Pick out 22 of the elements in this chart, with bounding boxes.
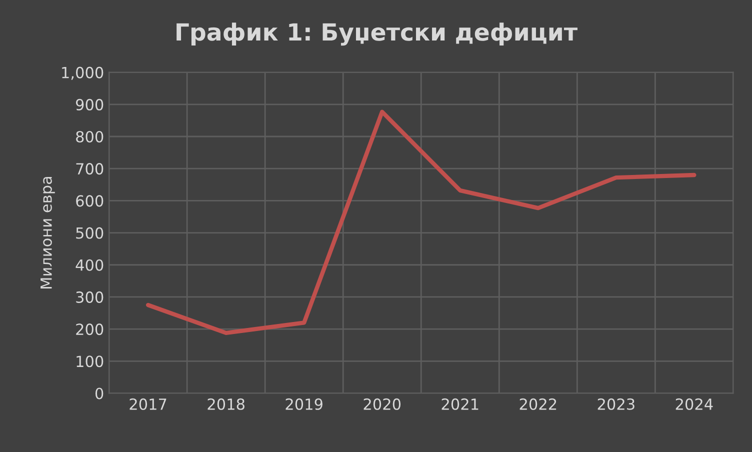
y-tick-label: 900 <box>76 98 104 110</box>
y-tick-label: 300 <box>76 291 104 303</box>
y-tick-label: 400 <box>76 259 104 271</box>
y-tick-label: 1,000 <box>62 66 104 80</box>
x-tick-label: 2022 <box>520 398 556 410</box>
x-tick-label: 2018 <box>208 398 244 410</box>
y-tick-label: 100 <box>76 356 104 368</box>
x-tick-label: 2020 <box>364 398 401 410</box>
y-axis-title: Милиони евра <box>40 176 55 288</box>
x-tick-label: 2017 <box>130 398 166 410</box>
y-tick-label: 500 <box>76 227 104 239</box>
x-tick-label: 2024 <box>676 398 713 410</box>
x-tick-label: 2023 <box>598 398 634 410</box>
y-tick-label: 0 <box>95 388 104 400</box>
line-series <box>146 110 696 335</box>
y-tick-label: 800 <box>76 130 104 143</box>
y-tick-label: 600 <box>76 195 104 207</box>
chart-title: График 1: Буџетски дефицит <box>176 22 578 46</box>
y-tick-label: 200 <box>76 324 104 336</box>
y-tick-label: 700 <box>76 163 104 175</box>
x-tick-label: 2019 <box>286 398 322 410</box>
x-tick-label: 2021 <box>442 398 478 410</box>
